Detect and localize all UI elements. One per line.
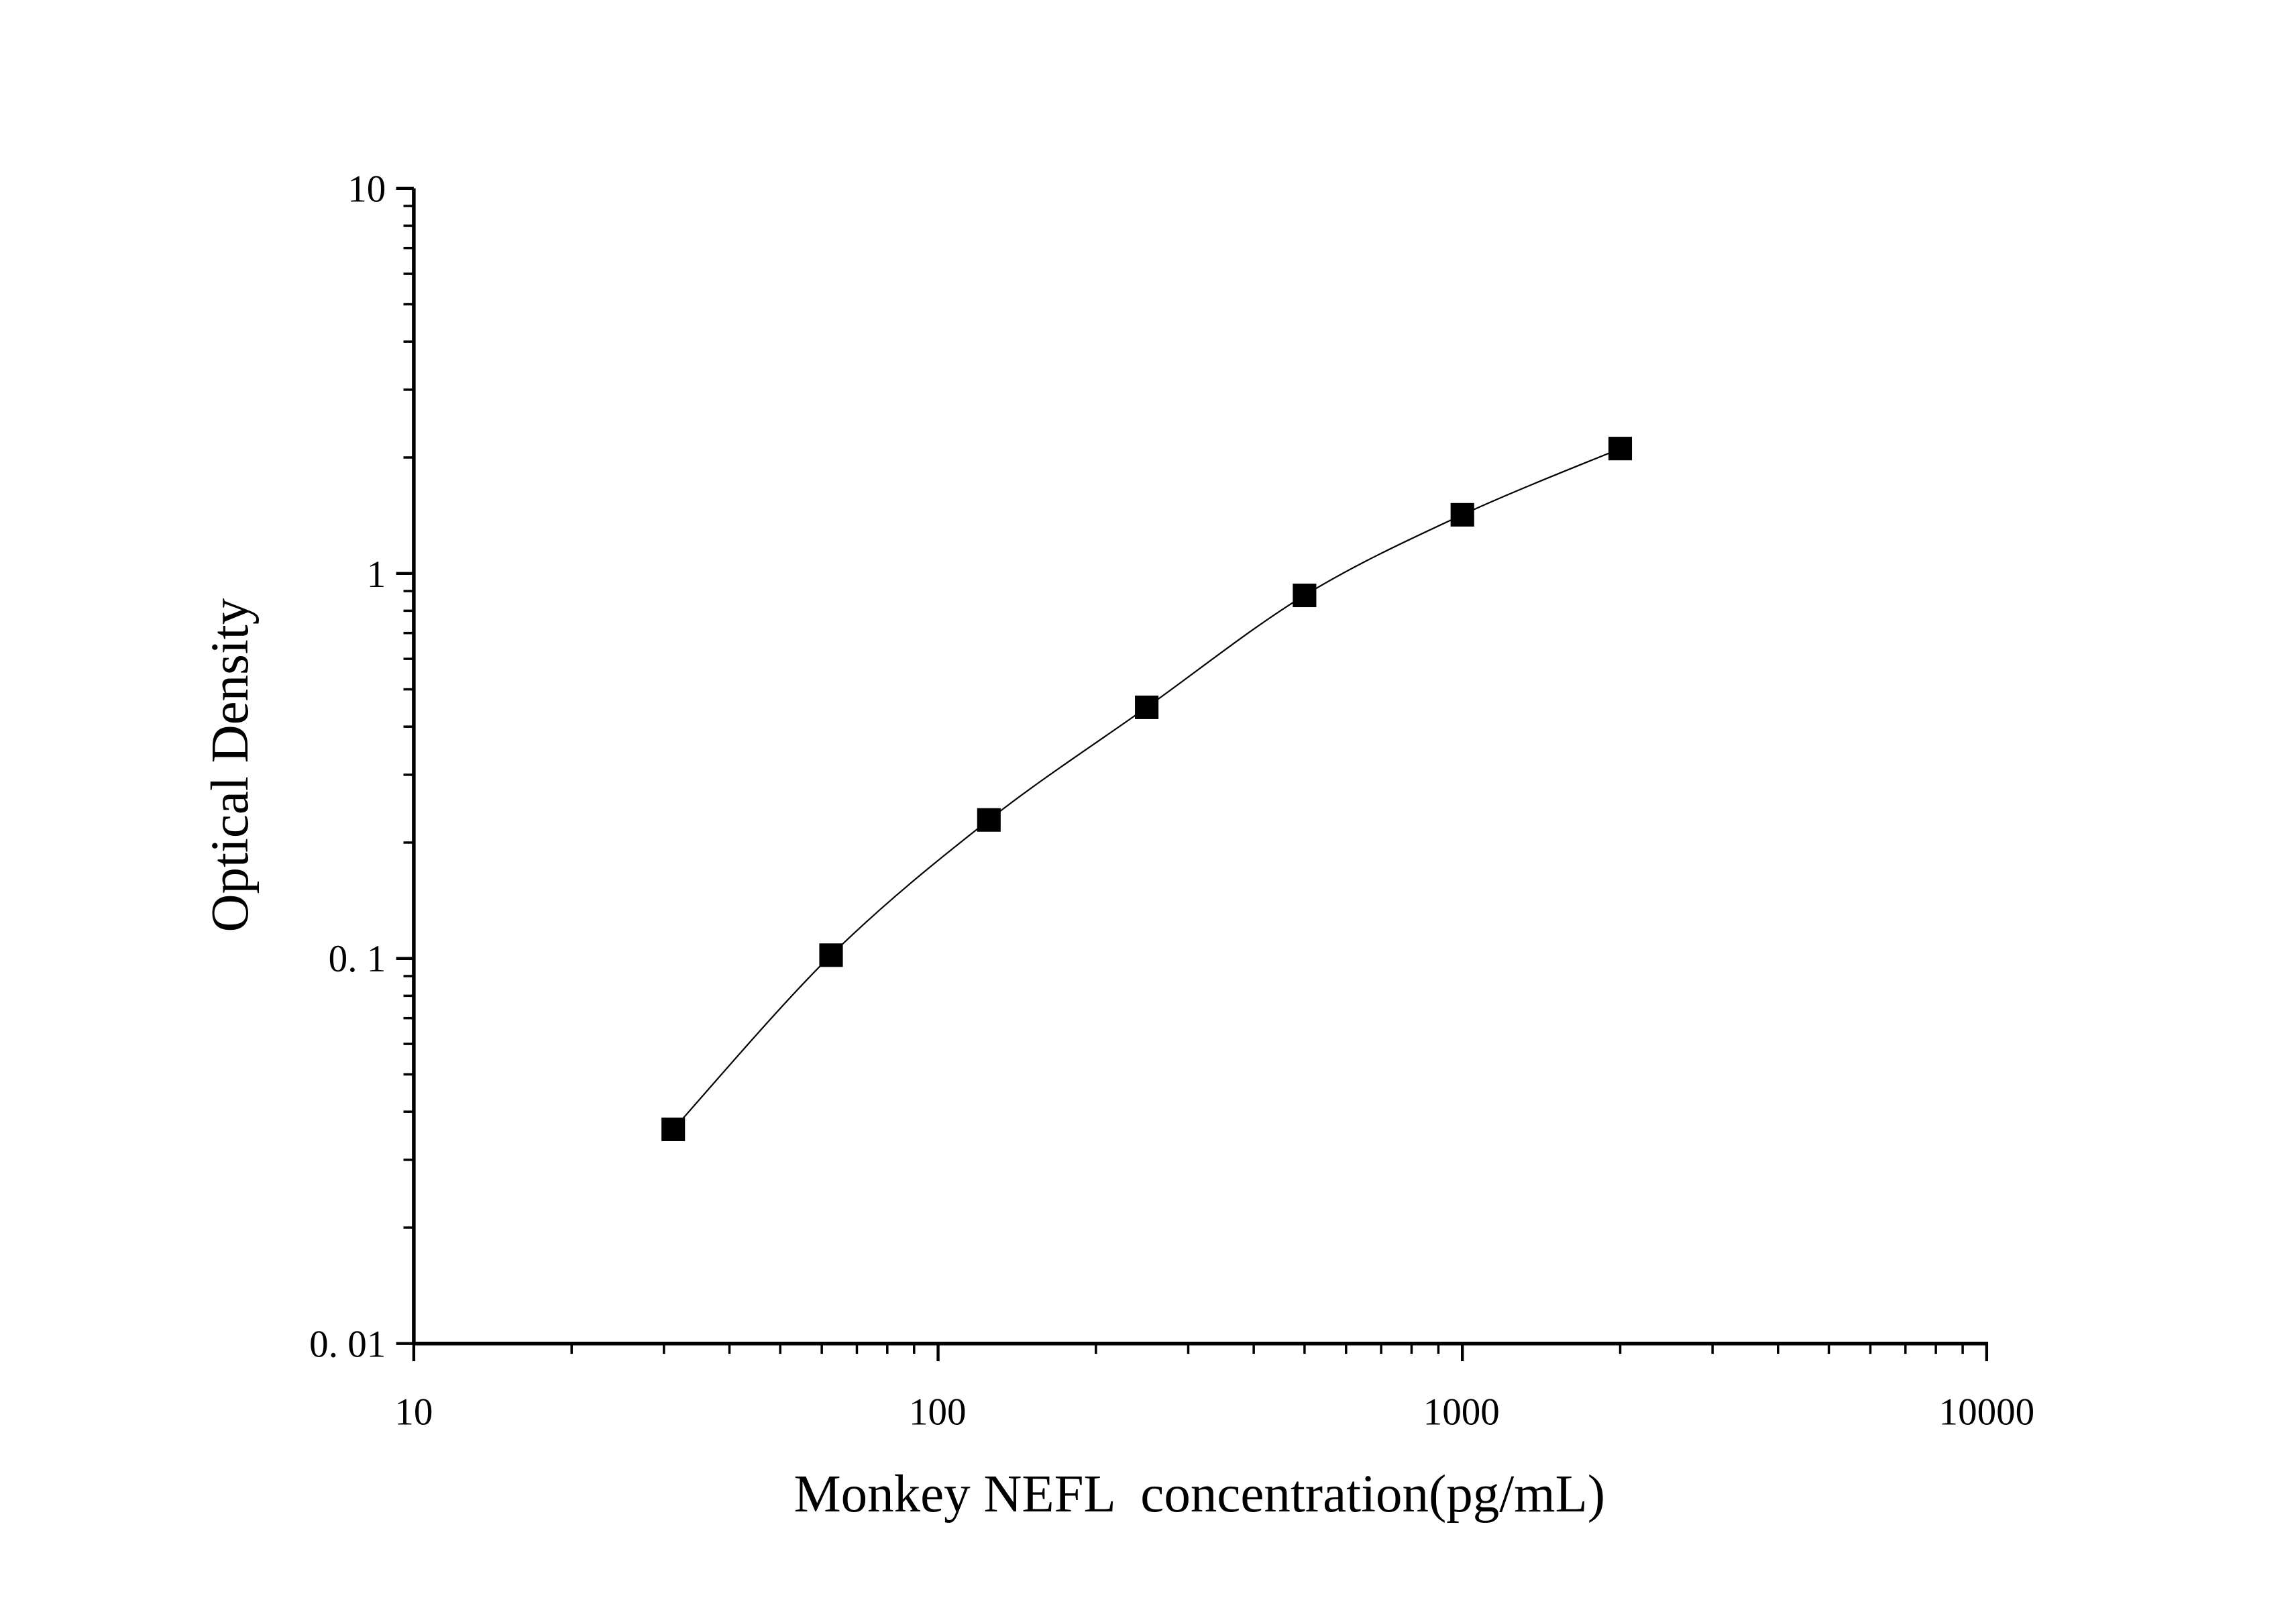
x-tick-label: 10000 [1939,1391,2035,1433]
fit-curve [672,447,1621,1130]
data-point [661,1117,686,1141]
y-axis-label: Optical Density [201,598,260,932]
y-tick-label: 10 [347,168,386,211]
data-point [1135,695,1159,719]
y-tick-label: 1 [367,553,386,596]
x-tick-label: 10 [394,1391,433,1433]
x-tick-label: 1000 [1423,1391,1500,1433]
x-axis-label: Monkey NEFL concentration(pg/mL) [794,1465,1605,1523]
data-point [1293,583,1317,608]
chart-marks [396,186,1989,1362]
data-point [1450,502,1474,527]
data-point [819,943,843,967]
data-point [1608,437,1633,461]
x-tick-label: 100 [909,1391,967,1433]
data-point [977,808,1001,832]
y-tick-label: 0. 01 [309,1323,386,1365]
y-tick-label: 0. 1 [329,938,386,980]
